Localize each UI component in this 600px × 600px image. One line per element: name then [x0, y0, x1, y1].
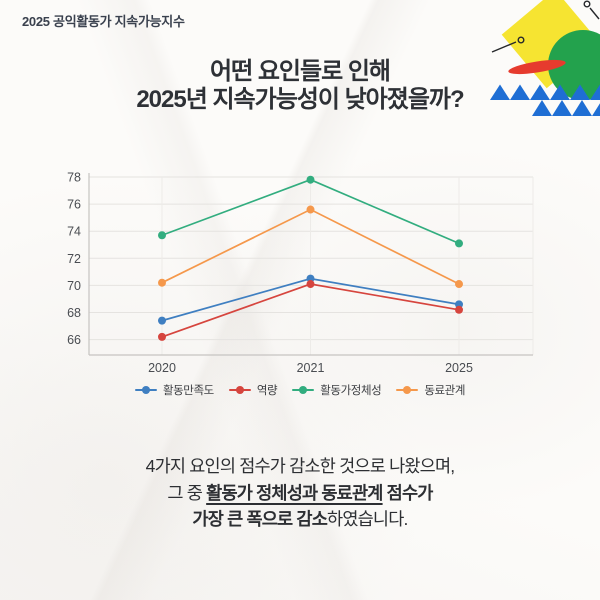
title-line-1: 어떤 요인들로 인해 — [210, 58, 391, 85]
caption-text: 4가지 요인의 점수가 감소한 것으로 나왔으며, 그 중 활동가 정체성과 동… — [0, 453, 600, 533]
legend-label: 활동만족도 — [162, 385, 214, 397]
legend-marker-icon — [228, 386, 251, 395]
y-axis-tick-label: 72 — [67, 252, 81, 266]
caption-line-3: 가장 큰 폭으로 감소하였습니다. — [192, 509, 408, 529]
legend-item-identity: 활동가정체성 — [292, 382, 382, 398]
legend-item-peer-relationship: 동료관계 — [396, 382, 465, 398]
pin-icon — [491, 36, 525, 53]
legend-marker-icon — [396, 386, 419, 395]
red-ellipse-shape — [508, 59, 566, 75]
chart-legend: 활동만족도 역량 활동가정체성 동료관계 — [0, 381, 600, 399]
data-point-identity-2021 — [306, 175, 315, 184]
data-point-competency-2025 — [455, 305, 463, 314]
title-line-2: 2025년 지속가능성이 낮아졌을까? — [136, 86, 464, 113]
x-axis-tick-label: 2021 — [297, 361, 325, 375]
legend-label: 역량 — [256, 385, 278, 397]
page-header: 2025 공익활동가 지속가능지수 — [22, 14, 185, 29]
data-point-peer-relationship-2021 — [306, 205, 315, 214]
y-axis-tick-label: 78 — [67, 171, 81, 185]
x-axis-tick-label: 2025 — [445, 361, 473, 375]
y-axis-tick-label: 74 — [67, 225, 81, 239]
line-chart: 66 68 70 72 74 76 78 2020 2021 2025 — [67, 171, 534, 375]
y-axis-tick-label: 70 — [67, 279, 81, 293]
caption-emphasis-underlined: 활동가 정체성과 동료관계 — [206, 482, 383, 503]
data-point-peer-relationship-2020 — [158, 278, 166, 287]
legend-label: 동료관계 — [424, 385, 466, 397]
page-title: 어떤 요인들로 인해 2025년 지속가능성이 낮아졌을까? — [0, 58, 600, 114]
legend-marker-icon — [292, 386, 315, 395]
blue-triangles-row-top — [490, 84, 600, 100]
data-point-competency-2020 — [158, 332, 166, 341]
legend-marker-icon — [134, 386, 157, 395]
decoration-group — [490, 0, 600, 116]
y-axis-tick-label: 66 — [67, 333, 81, 347]
data-point-identity-2025 — [455, 239, 463, 248]
y-axis-tick-label: 68 — [67, 306, 81, 320]
caption-line-1: 4가지 요인의 점수가 감소한 것으로 나왔으며, — [145, 456, 456, 476]
legend-label: 활동가정체성 — [320, 385, 382, 397]
caption-line-2: 그 중 활동가 정체성과 동료관계 점수가 — [167, 482, 433, 503]
data-point-identity-2020 — [158, 231, 166, 240]
data-point-peer-relationship-2025 — [455, 280, 463, 289]
blue-triangles-row-bottom — [532, 100, 600, 116]
legend-item-satisfaction: 활동만족도 — [134, 382, 214, 398]
data-point-satisfaction-2020 — [158, 316, 166, 325]
pin-icon — [583, 0, 600, 20]
green-circle-shape — [548, 30, 600, 100]
data-point-competency-2021 — [306, 280, 315, 289]
legend-item-competency: 역량 — [228, 382, 278, 398]
y-axis-tick-label: 76 — [67, 198, 81, 212]
x-axis-tick-label: 2020 — [148, 361, 176, 375]
caption-emphasis-bold: 가장 큰 폭으로 감소 — [192, 509, 328, 529]
